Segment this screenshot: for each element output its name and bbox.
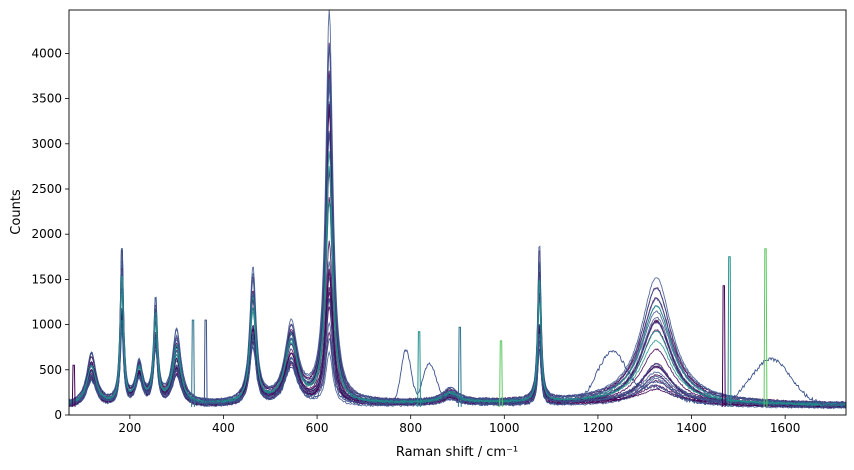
y-tick-label-2000: 2000 xyxy=(31,227,62,241)
spectrum-series-6 xyxy=(69,170,846,408)
spectrum-series-12 xyxy=(69,110,846,407)
spectrum-series-29 xyxy=(69,166,846,407)
spectrum-series-28 xyxy=(69,201,846,406)
y-tick-label-0: 0 xyxy=(54,408,62,422)
y-tick-label-1500: 1500 xyxy=(31,272,62,286)
spectrum-series-30 xyxy=(69,151,846,407)
spike-5 xyxy=(457,326,462,407)
x-tick-label-400: 400 xyxy=(212,421,235,435)
spike-6 xyxy=(499,340,503,407)
x-tick-label-200: 200 xyxy=(118,421,141,435)
spectrum-series-3 xyxy=(69,42,846,407)
x-axis-ticks: 200 400 600 800 1000 1200 1400 1600 xyxy=(118,415,800,435)
spectrum-series-18 xyxy=(69,240,846,407)
y-tick-label-1000: 1000 xyxy=(31,318,62,332)
plot-frame xyxy=(68,9,847,416)
spectrum-series-7 xyxy=(69,130,846,405)
spike-9 xyxy=(763,248,768,407)
spike-7 xyxy=(721,285,726,407)
spike-4 xyxy=(417,331,421,407)
x-tick-label-1400: 1400 xyxy=(676,421,707,435)
spectrum-series-26 xyxy=(69,320,846,410)
y-tick-label-4000: 4000 xyxy=(31,46,62,60)
y-tick-label-2500: 2500 xyxy=(31,182,62,196)
y-tick-label-500: 500 xyxy=(39,363,62,377)
x-axis-label: Raman shift / cm⁻¹ xyxy=(396,445,518,460)
spectrum-series-15 xyxy=(69,70,846,404)
x-tick-label-800: 800 xyxy=(399,421,422,435)
spectrum-series-23 xyxy=(69,46,846,404)
spectrum-series-11 xyxy=(69,197,846,408)
spike-2 xyxy=(191,319,195,407)
spectrum-series-4 xyxy=(69,101,846,405)
spectrum-series-21 xyxy=(69,103,846,409)
spectrum-series-1 xyxy=(69,132,846,407)
spectrum-series-27 xyxy=(69,77,846,409)
series-layer xyxy=(69,10,846,410)
y-tick-label-3000: 3000 xyxy=(31,137,62,151)
x-tick-label-1200: 1200 xyxy=(583,421,614,435)
spectrum-series-19 xyxy=(69,85,846,408)
y-axis-ticks: 0 500 1000 1500 2000 2500 3000 3500 4000 xyxy=(31,46,69,422)
spike-3 xyxy=(203,319,208,407)
spike-1 xyxy=(71,364,76,407)
spike-8 xyxy=(727,256,732,407)
spectrum-outlier-series xyxy=(69,331,846,408)
x-tick-label-1600: 1600 xyxy=(770,421,801,435)
x-tick-label-600: 600 xyxy=(306,421,329,435)
y-tick-label-3500: 3500 xyxy=(31,92,62,106)
y-axis-label: Counts xyxy=(9,189,24,235)
spectrum-series-25 xyxy=(69,10,846,405)
x-tick-label-1000: 1000 xyxy=(489,421,520,435)
